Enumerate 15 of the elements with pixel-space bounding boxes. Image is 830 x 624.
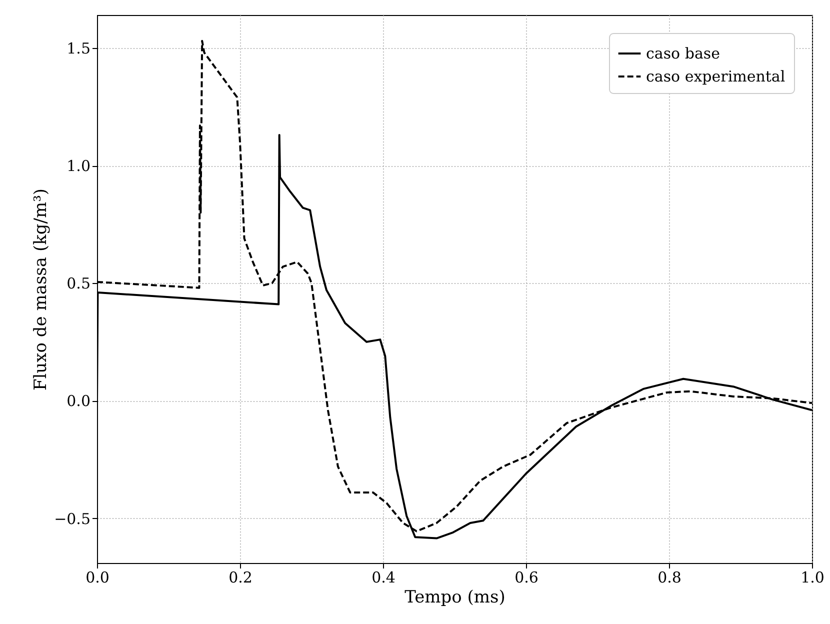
x-axis-title: Tempo (ms) — [404, 588, 506, 608]
legend-label: caso base — [646, 44, 720, 62]
y-tick-label: 1.5 — [66, 39, 90, 58]
x-tick-label: 0.2 — [228, 568, 252, 586]
x-tick-label: 0.6 — [514, 568, 538, 586]
x-tick-label: 0.4 — [372, 568, 396, 586]
x-tick-label: 1.0 — [800, 568, 824, 586]
legend-label: caso experimental — [646, 68, 786, 86]
x-tick-label: 0.8 — [658, 568, 682, 586]
y-tick-label: 0.0 — [66, 392, 90, 410]
x-tick-label: 0.0 — [86, 568, 110, 586]
y-tick-label: −0.5 — [54, 510, 90, 528]
y-tick-label: 1.0 — [66, 157, 90, 176]
y-tick-label: 0.5 — [66, 274, 90, 293]
y-axis-title: Fluxo de massa (kg/m³) — [31, 188, 52, 391]
